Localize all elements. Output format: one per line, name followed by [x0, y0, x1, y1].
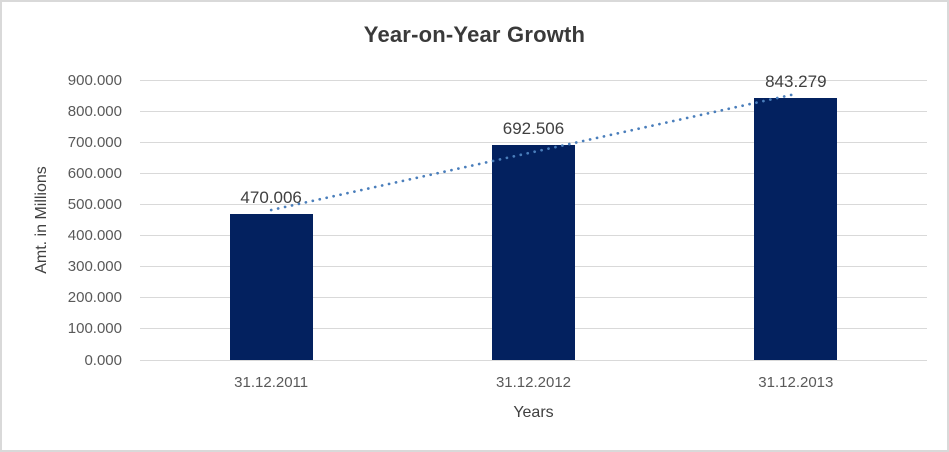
bar-value-label: 692.506: [502, 118, 565, 138]
y-axis-tick-label: 0.000: [84, 351, 122, 369]
y-axis-tick-label: 500.000: [67, 195, 122, 213]
y-axis-tick-label: 600.000: [67, 164, 122, 182]
y-axis-tick-label: 400.000: [67, 227, 122, 245]
chart-title: Year-on-Year Growth: [363, 22, 586, 47]
y-axis-tick-label: 700.000: [67, 133, 122, 151]
x-axis-title: Years: [513, 404, 554, 421]
y-axis-tick-label: 200.000: [67, 289, 122, 307]
bar-31.12.2012: [492, 144, 575, 360]
x-axis-tick-label: 31.12.2011: [234, 374, 309, 391]
bar-value-label: 843.279: [765, 71, 827, 91]
bar-value-label: 470.006: [240, 187, 302, 207]
y-axis-tick-label: 800.000: [67, 102, 122, 120]
y-axis-tick-label: 300.000: [67, 258, 122, 276]
bar-31.12.2013: [754, 97, 838, 360]
y-axis-tick-label: 900.000: [67, 71, 122, 89]
y-axis-tick-label: 100.000: [67, 320, 122, 338]
bar-31.12.2011: [229, 213, 313, 360]
gridline: [140, 79, 927, 81]
x-axis-tick-label: 31.12.2012: [495, 374, 572, 391]
gridline: [140, 359, 927, 361]
x-axis-tick-label: 31.12.2013: [758, 374, 834, 391]
